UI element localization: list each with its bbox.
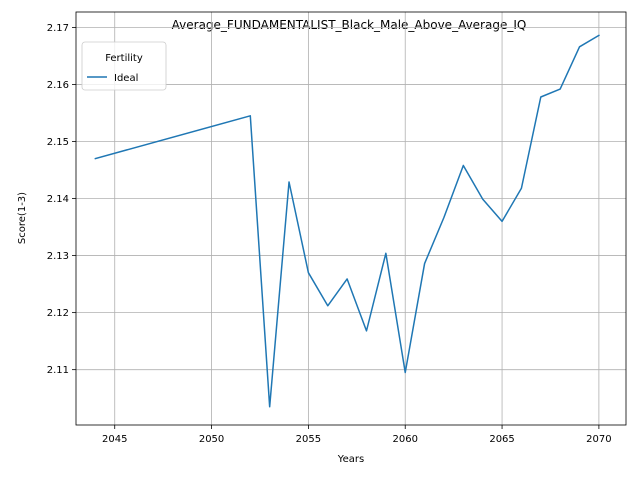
legend-label-ideal: Ideal <box>114 73 138 84</box>
y-tick-label: 2.16 <box>47 80 69 91</box>
y-axis-label: Score(1-3) <box>17 192 28 244</box>
x-tick-label: 2045 <box>102 434 127 445</box>
grid-lines <box>76 12 626 425</box>
y-tick-label: 2.13 <box>47 251 69 262</box>
y-tick-label: 2.11 <box>47 365 69 376</box>
y-tick-label: 2.17 <box>47 23 69 34</box>
y-tick-label: 2.12 <box>47 308 69 319</box>
x-tick-label: 2060 <box>392 434 417 445</box>
series-line-ideal <box>94 34 600 408</box>
y-tick-label: 2.15 <box>47 137 69 148</box>
series-lines <box>94 34 600 408</box>
x-tick-label: 2070 <box>586 434 611 445</box>
legend-title: Fertility <box>105 53 143 64</box>
x-axis-ticks: 2045 2050 2055 2060 2065 2070 <box>102 425 612 445</box>
plot-frame <box>75 11 627 426</box>
x-tick-label: 2050 <box>199 434 224 445</box>
y-axis-ticks: 2.11 2.12 2.13 2.14 2.15 2.16 2.17 <box>47 23 76 376</box>
legend: Fertility Ideal <box>81 41 167 91</box>
legend-box <box>81 41 167 91</box>
x-tick-label: 2065 <box>489 434 514 445</box>
y-tick-label: 2.14 <box>47 194 69 205</box>
x-tick-label: 2055 <box>296 434 321 445</box>
chart-title: Average_FUNDAMENTALIST_Black_Male_Above_… <box>172 18 527 32</box>
x-axis-label: Years <box>337 454 364 465</box>
